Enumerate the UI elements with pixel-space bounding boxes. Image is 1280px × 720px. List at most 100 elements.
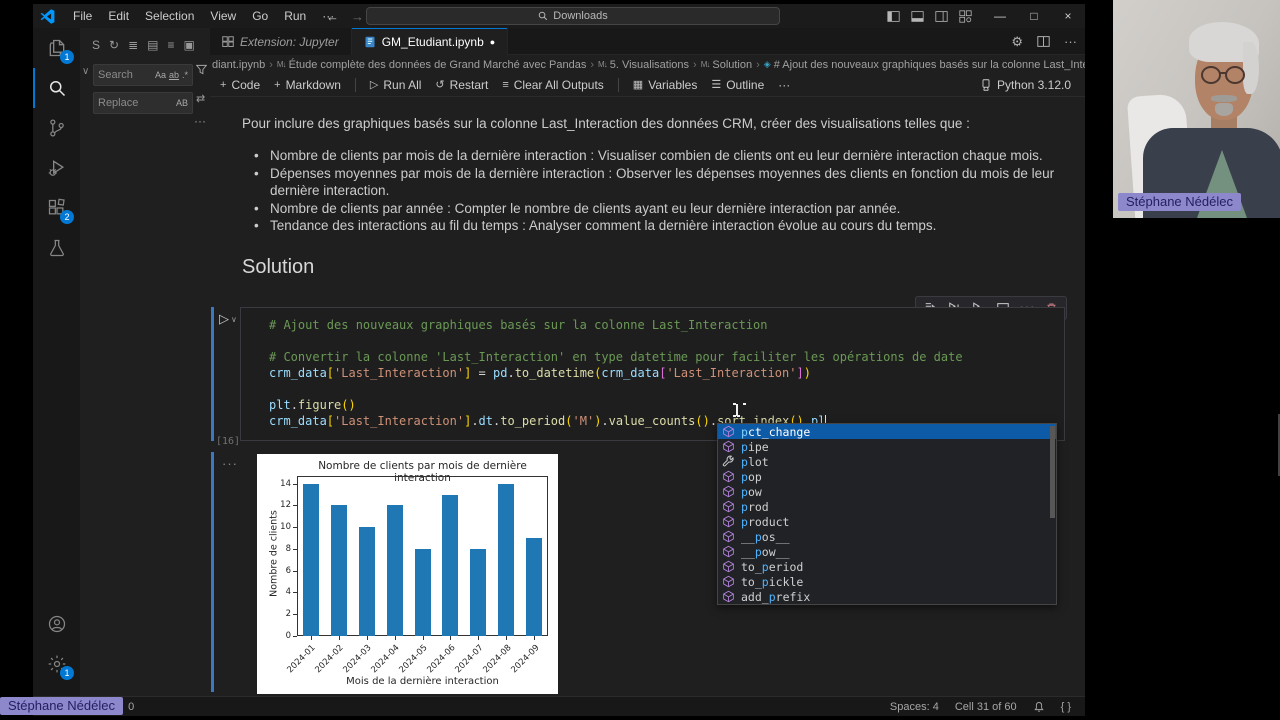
suggest-scrollbar-thumb[interactable]	[1050, 426, 1055, 518]
accounts-button[interactable]	[33, 604, 80, 644]
toolbar-variables[interactable]: ▦ Variables	[632, 77, 698, 92]
settings-button[interactable]: 1	[33, 644, 80, 684]
breadcrumb[interactable]: diant.ipynb › M↓ Étude complète des données…	[210, 56, 1085, 73]
back-icon[interactable]: ←	[326, 8, 339, 24]
toolbar--[interactable]: ···	[778, 77, 791, 92]
suggest-item-prod[interactable]: prod	[718, 499, 1056, 514]
menu-item-run[interactable]: Run	[284, 9, 307, 23]
more-actions-icon[interactable]: ···	[1064, 34, 1077, 49]
clear-results-icon[interactable]: ≣	[128, 38, 139, 52]
sidebar-item-run-debug[interactable]	[33, 148, 80, 188]
search-sidebar: S ↻ ≣ ▤ ≡ ▣ ∨ Search Aa ab .* Replace	[80, 28, 210, 700]
settings-badge: 1	[60, 666, 74, 680]
bar-2024-08	[498, 483, 515, 636]
suggest-item-__pos__[interactable]: __pos__	[718, 529, 1056, 544]
toolbar-code[interactable]: + Code	[220, 77, 261, 92]
code-line	[269, 333, 1064, 349]
menu-item-selection[interactable]: Selection	[145, 9, 195, 23]
menu-item-view[interactable]: View	[210, 9, 237, 23]
output-more-icon[interactable]: ···	[222, 456, 238, 471]
new-search-editor-icon[interactable]: ▤	[147, 38, 159, 52]
menu-item-go[interactable]: Go	[252, 9, 269, 23]
method-icon	[722, 575, 736, 588]
brackets-indicator[interactable]: { }	[1060, 700, 1071, 713]
method-icon	[722, 545, 736, 558]
notifications-bell-icon[interactable]	[1033, 701, 1045, 713]
search-input[interactable]: Search Aa ab .*	[93, 64, 193, 86]
suggest-item-product[interactable]: product	[718, 514, 1056, 529]
suggest-item-add_prefix[interactable]: add_prefix	[718, 589, 1056, 604]
forward-icon[interactable]: →	[351, 8, 364, 24]
regex-icon[interactable]: .*	[181, 70, 188, 80]
sidebar-item-explorer[interactable]: 1	[33, 28, 80, 68]
refresh-icon[interactable]: ↻	[109, 38, 120, 52]
maximize-button[interactable]: □	[1030, 9, 1038, 23]
split-editor-icon[interactable]	[1037, 35, 1050, 48]
toolbar-run-all[interactable]: ▷ Run All	[369, 77, 422, 92]
suggest-item-pipe[interactable]: pipe	[718, 439, 1056, 454]
toggle-secondary-sidebar-icon[interactable]	[935, 10, 959, 23]
breadcrumb-item[interactable]: # Ajout des nouveaux graphiques basés su…	[773, 58, 1085, 71]
method-icon	[722, 485, 736, 498]
menu-item-edit[interactable]: Edit	[108, 9, 130, 23]
editor-scrollbar-thumb[interactable]	[1278, 414, 1280, 476]
sidebar-item-source-control[interactable]	[33, 108, 80, 148]
gear-icon[interactable]: ⚙	[1011, 33, 1023, 49]
toggle-panel-icon[interactable]	[911, 10, 935, 23]
breadcrumb-item[interactable]: Étude complète des données de Grand Marc…	[288, 58, 587, 71]
menu-item-[interactable]: ···	[322, 9, 335, 23]
replace-input[interactable]: Replace AB	[93, 92, 193, 114]
dirty-indicator-icon[interactable]: ●	[489, 36, 496, 47]
toolbar-outline[interactable]: ☰ Outline	[711, 77, 765, 92]
close-button[interactable]: ×	[1064, 9, 1072, 23]
suggest-item-to_period[interactable]: to_period	[718, 559, 1056, 574]
presenter-name-tag: Stéphane Nédélec	[1118, 193, 1241, 211]
toolbar-restart[interactable]: ↺ Restart	[435, 77, 489, 92]
sidebar-item-search[interactable]	[33, 68, 80, 108]
source-control-icon	[49, 119, 64, 137]
tab-bar: Extension: Jupyter GM_Etudiant.ipynb ● ⚙…	[210, 28, 1085, 55]
tab-extension-jupyter[interactable]: Extension: Jupyter	[210, 28, 352, 55]
breadcrumb-item[interactable]: 5. Visualisations	[609, 58, 690, 71]
x-tick-label: 2024-01	[285, 643, 319, 676]
tab-gm-etudiant-ipynb[interactable]: GM_Etudiant.ipynb ●	[351, 28, 509, 55]
sidebar-item-testing[interactable]	[33, 228, 80, 268]
sidebar-item-extensions[interactable]: 2	[33, 188, 80, 228]
indent-indicator[interactable]: Spaces: 4	[889, 700, 939, 713]
suggest-item-pow[interactable]: pow	[718, 484, 1056, 499]
toggle-sidebar-icon[interactable]	[887, 10, 911, 23]
match-case-icon[interactable]: Aa	[154, 70, 166, 80]
breadcrumb-item[interactable]: Solution	[712, 58, 753, 71]
minimize-button[interactable]: —	[994, 9, 1006, 23]
code-cell-editor[interactable]: # Ajout des nouveaux graphiques basés su…	[240, 307, 1065, 441]
x-tick-label: 2024-08	[481, 643, 514, 676]
toggle-replace-chevron-icon[interactable]: ∨	[82, 66, 90, 77]
kernel-picker[interactable]: Python 3.12.0	[980, 78, 1071, 92]
toolbar-clear-all-outputs[interactable]: ≡ Clear All Outputs	[502, 77, 604, 92]
whole-word-icon[interactable]: ab	[168, 70, 179, 80]
command-center-search[interactable]: Downloads	[366, 7, 780, 25]
collapse-all-icon[interactable]: ≡	[167, 38, 175, 52]
cell-position-indicator[interactable]: Cell 31 of 60	[954, 700, 1017, 713]
suggest-item-pop[interactable]: pop	[718, 469, 1056, 484]
suggest-item-__pow__[interactable]: __pow__	[718, 544, 1056, 559]
search-icon	[49, 81, 65, 97]
window-controls: — □ ×	[887, 4, 1085, 28]
preserve-case-icon[interactable]: AB	[175, 98, 188, 108]
replace-all-icon[interactable]: ⇄	[196, 93, 206, 105]
search-details-icon[interactable]: S	[92, 38, 101, 52]
suggest-item-plot[interactable]: plot	[718, 454, 1056, 469]
code-cell-icon: ◈	[763, 59, 771, 69]
customize-layout-icon[interactable]	[959, 9, 983, 23]
search-more-icon[interactable]: ···	[194, 114, 206, 128]
toolbar-separator	[617, 77, 619, 92]
suggest-item-pct_change[interactable]: pct_change	[718, 424, 1056, 439]
menu-bar: File Edit Selection View Go Run ···	[65, 5, 342, 27]
suggest-item-to_pickle[interactable]: to_pickle	[718, 574, 1056, 589]
menu-item-file[interactable]: File	[73, 9, 93, 23]
toolbar-markdown[interactable]: + Markdown	[274, 77, 341, 92]
breadcrumb-item[interactable]: diant.ipynb	[212, 58, 266, 71]
filter-icon[interactable]	[196, 64, 207, 75]
run-cell-button[interactable]: ▷ ∨	[219, 311, 237, 327]
open-in-editor-icon[interactable]: ▣	[183, 38, 195, 52]
